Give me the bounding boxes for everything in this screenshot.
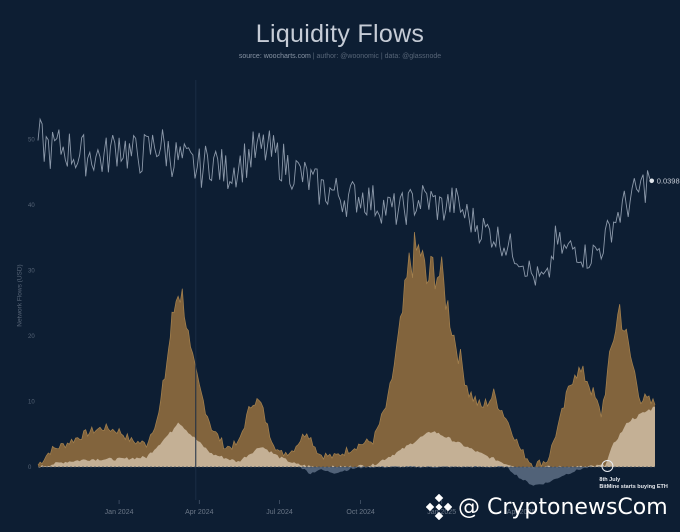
- watermark-text: @ CryptonewsCom: [458, 495, 668, 520]
- y-tick-label: 50: [28, 138, 35, 144]
- series-area-outer-edge: [37, 231, 656, 470]
- data-label: | data:: [380, 53, 401, 60]
- x-tick-label: Jan 2025: [427, 509, 456, 516]
- y-tick-label: 30: [28, 269, 35, 275]
- x-tick-label: Oct 2024: [346, 509, 375, 516]
- chart-subtitle: source: woocharts.com | author: @woonomi…: [0, 53, 680, 60]
- x-tick-label: Apr 2025: [507, 509, 536, 516]
- series-area-outer: [38, 232, 655, 470]
- y-tick-label: 20: [28, 334, 35, 340]
- source-label: source:: [238, 53, 262, 60]
- author-label: | author:: [312, 53, 339, 60]
- x-tick-label: Apr 2024: [185, 509, 214, 516]
- line-layer: 0.0398 ETHBTC: [37, 80, 680, 500]
- x-tick-label: Jul 2024: [266, 509, 293, 516]
- area-layer: [37, 231, 656, 486]
- watermark-symbol: @: [458, 494, 480, 520]
- annotation-line1: 8th July: [599, 477, 621, 483]
- watermark: @ CryptonewsCom: [426, 492, 668, 522]
- y-tick-label: 40: [28, 203, 35, 209]
- y-tick-label: 0: [28, 465, 32, 471]
- data-value: @glassnode: [402, 53, 442, 60]
- watermark-name: CryptonewsCom: [487, 494, 668, 520]
- ethbtc-end-label: 0.0398 ETHBTC: [657, 176, 680, 185]
- source-value: woocharts.com: [263, 53, 311, 60]
- tick-layer: 0 10 20 30 40 50 Jan 2024 Apr 2024 Jul 2024 Oct 2…: [28, 138, 535, 517]
- chart-title: Liquidity Flows: [255, 20, 425, 48]
- annotation-line2: BitMine starts buying ETH: [599, 484, 667, 490]
- diamond-logo-icon: [426, 494, 452, 520]
- y-tick-label: 10: [28, 400, 35, 406]
- series-area-negative: [300, 465, 592, 486]
- author-value: @woonomic: [340, 53, 379, 60]
- x-tick-label: Jan 2024: [105, 509, 134, 516]
- series-area-inner: [38, 406, 655, 469]
- ethbtc-end-marker: [649, 178, 655, 184]
- annotation-circle: [601, 460, 614, 472]
- series-line-ethbtc: [37, 117, 651, 286]
